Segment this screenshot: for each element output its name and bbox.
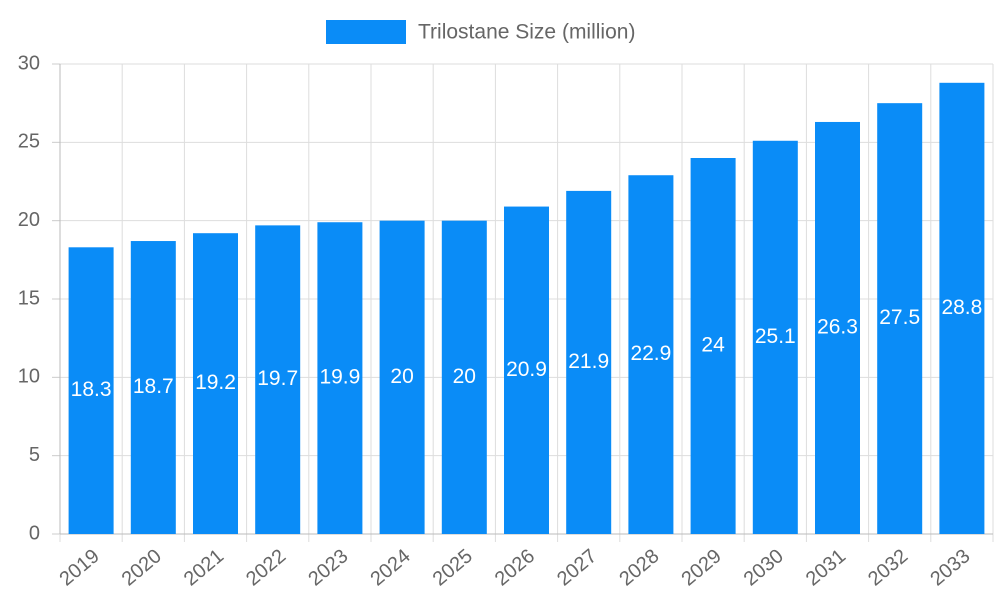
bar	[130, 241, 176, 535]
bar	[255, 225, 301, 534]
value-label: 19.9	[319, 366, 360, 389]
bar	[939, 82, 985, 535]
x-tick-label: 2031	[802, 545, 850, 590]
bar	[68, 247, 114, 535]
bar	[690, 158, 736, 534]
x-tick-label: 2028	[615, 545, 663, 590]
legend-swatch	[326, 20, 406, 44]
value-label: 20	[390, 365, 413, 388]
value-label: 19.7	[257, 367, 298, 390]
x-tick-label: 2030	[740, 545, 788, 590]
value-label: 27.5	[879, 306, 920, 329]
value-label: 20	[453, 365, 476, 388]
x-tick-label: 2032	[864, 545, 912, 590]
value-label: 28.8	[941, 296, 982, 319]
value-label: 26.3	[817, 316, 858, 339]
value-label: 20.9	[506, 358, 547, 381]
x-tick-label: 2021	[180, 545, 228, 590]
value-label: 25.1	[755, 325, 796, 348]
x-tick-label: 2029	[677, 545, 725, 590]
y-tick-label: 10	[18, 366, 40, 388]
y-tick-label: 0	[29, 522, 40, 544]
value-label: 22.9	[630, 342, 671, 365]
bar	[504, 206, 549, 535]
legend-label: Trilostane Size (million)	[418, 21, 635, 44]
value-label: 19.2	[195, 371, 236, 394]
bar	[877, 103, 923, 535]
value-label: 24	[701, 334, 725, 357]
bar	[566, 190, 612, 534]
x-tick-label: 2024	[366, 545, 414, 590]
x-tick-label: 2020	[118, 545, 166, 590]
bar	[628, 175, 674, 534]
x-tick-label: 2033	[926, 545, 974, 590]
value-label: 21.9	[568, 350, 609, 373]
y-tick-label: 20	[18, 209, 40, 231]
bar	[441, 220, 487, 534]
y-tick-label: 15	[18, 287, 40, 309]
bar	[193, 233, 238, 534]
x-tick-label: 2026	[491, 545, 539, 590]
x-tick-label: 2027	[553, 545, 601, 590]
bar	[317, 222, 363, 534]
bar	[752, 140, 798, 534]
value-label: 18.3	[71, 378, 112, 401]
y-tick-label: 25	[18, 131, 40, 153]
bar	[379, 220, 425, 534]
y-tick-label: 30	[18, 52, 40, 74]
bar	[815, 121, 860, 534]
x-tick-label: 2025	[429, 545, 477, 590]
x-tick-label: 2022	[242, 545, 290, 590]
x-tick-label: 2019	[55, 545, 103, 590]
value-label: 18.7	[133, 375, 174, 398]
x-tick-label: 2023	[304, 545, 352, 590]
y-tick-label: 5	[29, 444, 40, 466]
